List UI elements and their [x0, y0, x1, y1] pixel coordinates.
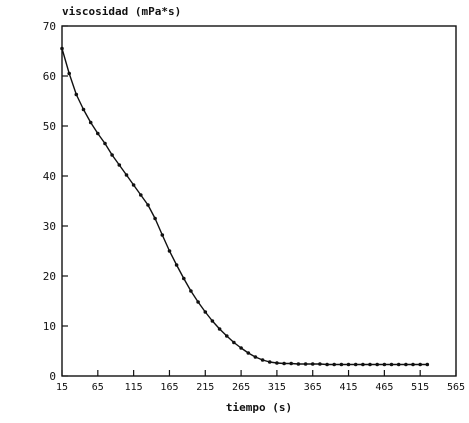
data-point — [117, 163, 122, 167]
data-point — [217, 327, 222, 331]
data-point — [339, 362, 344, 367]
data-point — [60, 46, 64, 51]
data-point — [267, 360, 272, 364]
data-point — [418, 362, 423, 367]
x-tick-label: 15 — [56, 382, 68, 393]
y-tick-label: 70 — [43, 20, 56, 33]
data-point — [131, 183, 136, 187]
x-tick-label: 315 — [268, 382, 286, 393]
data-point — [139, 193, 143, 197]
data-point — [368, 362, 372, 367]
viscosity-curve — [61, 48, 428, 366]
y-tick-label: 50 — [43, 120, 56, 133]
data-point — [318, 362, 322, 366]
data-point — [396, 362, 401, 367]
data-point — [246, 351, 251, 355]
plot-frame — [61, 25, 457, 377]
data-point — [96, 131, 100, 136]
data-point — [411, 362, 415, 367]
y-tick-label: 0 — [49, 370, 56, 383]
x-tick-label: 115 — [125, 382, 143, 393]
y-axis: 0 10 20 30 40 50 60 70 — [43, 20, 68, 383]
data-point — [110, 153, 114, 157]
x-tick-label: 565 — [447, 382, 465, 393]
data-point — [332, 362, 337, 367]
data-point — [361, 362, 365, 367]
data-point — [167, 249, 172, 253]
data-point — [182, 276, 186, 281]
data-point — [203, 310, 208, 314]
data-point — [67, 71, 71, 76]
x-axis-label: tiempo (s) — [226, 401, 292, 414]
data-point — [124, 173, 129, 177]
data-point — [382, 362, 387, 367]
x-tick-label: 65 — [92, 382, 104, 393]
data-point — [310, 362, 315, 366]
data-point — [210, 319, 215, 323]
data-point — [275, 361, 279, 365]
data-point — [81, 107, 86, 112]
data-point — [260, 358, 265, 362]
data-point — [296, 362, 301, 366]
x-tick-label: 465 — [375, 382, 393, 393]
data-point — [174, 263, 179, 267]
y-tick-label: 10 — [43, 320, 56, 333]
data-points — [60, 46, 430, 367]
data-point — [74, 92, 79, 97]
data-point — [153, 216, 157, 221]
data-point — [353, 362, 358, 367]
data-point — [146, 203, 150, 207]
data-point — [189, 289, 193, 293]
x-axis: 15 65 115 165 215 265 315 365 415 465 515 565 — [56, 370, 465, 393]
data-point — [239, 346, 243, 350]
data-point — [375, 362, 380, 367]
data-point — [160, 233, 165, 237]
y-tick-label: 40 — [43, 170, 56, 183]
data-point — [253, 355, 258, 359]
data-point — [303, 362, 308, 366]
y-tick-label: 30 — [43, 220, 56, 233]
x-tick-label: 365 — [304, 382, 322, 393]
data-point — [196, 300, 200, 304]
data-point — [346, 362, 351, 367]
x-tick-label: 265 — [232, 382, 250, 393]
x-tick-label: 215 — [196, 382, 214, 393]
x-tick-label: 415 — [340, 382, 358, 393]
y-tick-label: 20 — [43, 270, 56, 283]
x-tick-label: 515 — [411, 382, 429, 393]
data-point — [232, 340, 236, 345]
x-tick-label: 165 — [160, 382, 178, 393]
data-point — [325, 362, 329, 367]
y-tick-label: 60 — [43, 70, 56, 83]
data-point — [282, 361, 286, 366]
data-point — [225, 334, 229, 338]
y-axis-label: viscosidad (mPa*s) — [62, 5, 181, 18]
data-point — [389, 362, 394, 367]
data-point — [404, 362, 408, 367]
data-point — [425, 362, 430, 367]
data-point — [103, 141, 107, 146]
data-point — [88, 120, 93, 125]
data-point — [289, 361, 294, 366]
